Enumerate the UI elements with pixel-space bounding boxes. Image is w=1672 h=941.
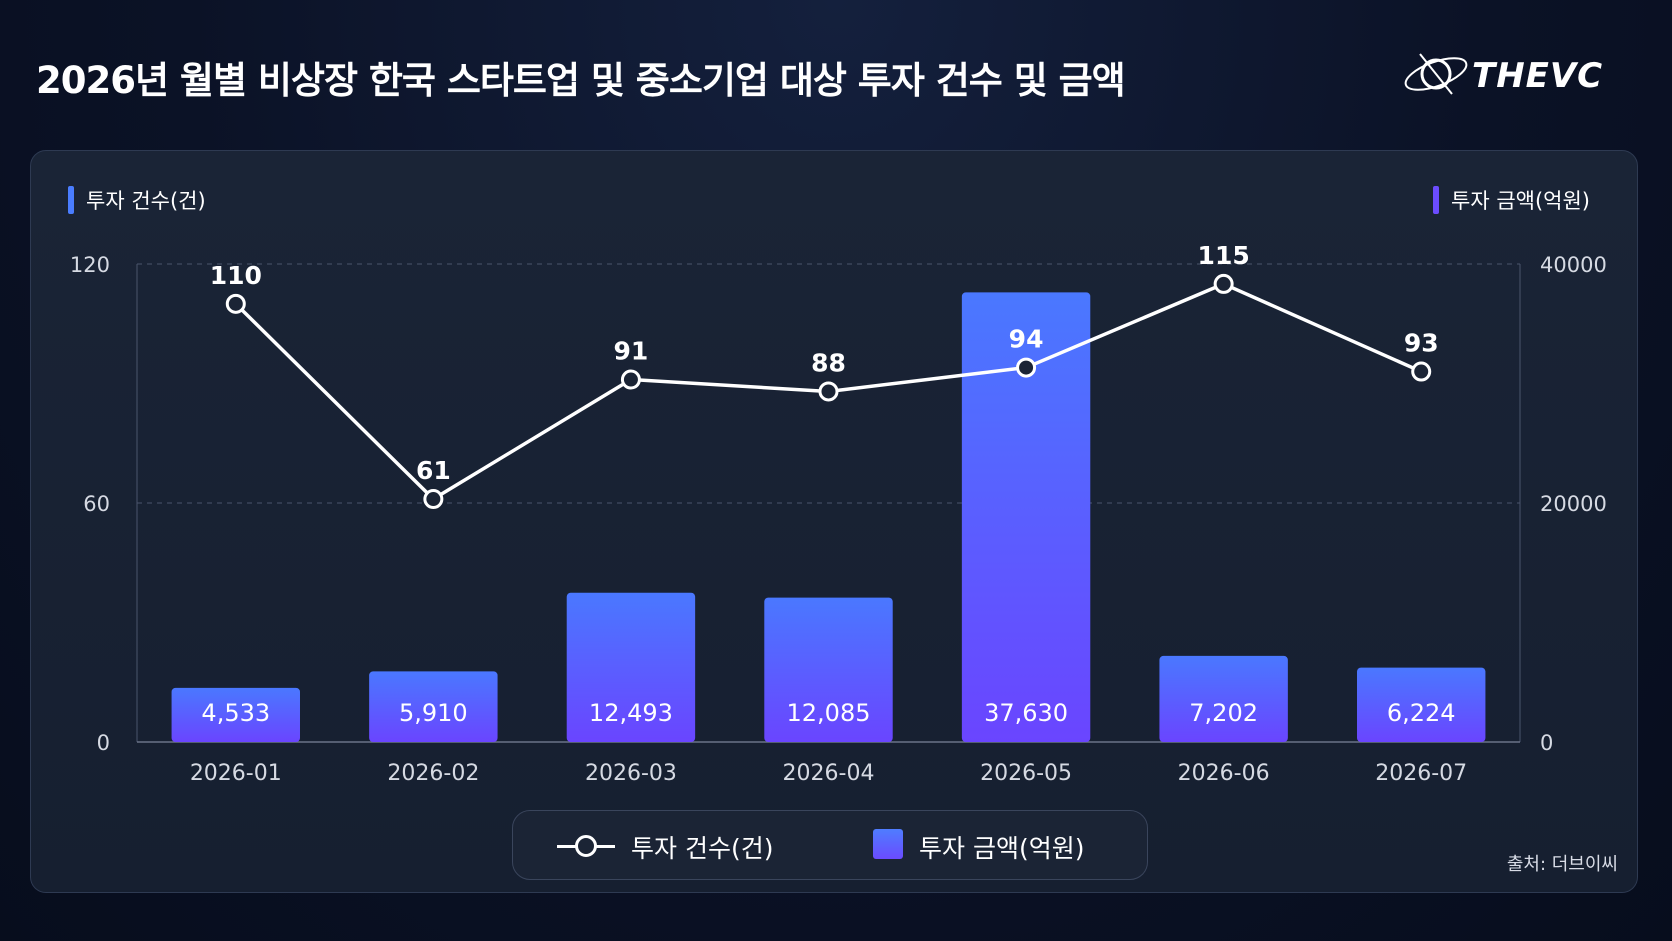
bar-value-label: 7,202 [1189,699,1258,727]
line-point-2026-01 [225,293,246,314]
chart-legend: 투자 건수(건) 투자 금액(억원) [512,810,1148,880]
line-value-label: 94 [1009,325,1044,354]
bar-2026-06 [1159,655,1288,742]
line-point-2026-02 [423,489,444,510]
y-left-tick-label: 60 [83,492,110,516]
bar-value-label: 12,493 [589,699,673,727]
line-point-2026-05 [1016,357,1037,378]
bar-value-label: 6,224 [1387,699,1456,727]
line-point-2026-07 [1411,361,1432,382]
y-right-tick-label: 20000 [1540,492,1607,516]
line-value-label: 61 [416,456,451,485]
line-value-label: 91 [614,337,649,366]
right-axis-label: 투자 금액(억원) [1451,189,1590,213]
x-tick-label: 2026-04 [783,761,875,786]
x-tick-label: 2026-03 [585,761,677,786]
legend-bar-swatch [873,829,903,859]
line-value-label: 88 [811,348,846,377]
y-right-tick-label: 0 [1540,731,1553,755]
line-value-label: 110 [210,261,262,290]
bar-value-label: 5,910 [399,699,468,727]
chart-panel [30,150,1638,893]
y-left-tick-label: 120 [70,253,110,277]
line-point-2026-06 [1213,273,1234,294]
left-axis-label: 투자 건수(건) [86,189,206,213]
right-axis-tag: 투자 금액(억원) [1433,185,1590,215]
x-tick-label: 2026-06 [1178,761,1270,786]
legend-item-count: 투자 건수(건) [631,834,774,863]
y-right-tick-label: 40000 [1540,253,1607,277]
bar-value-label: 4,533 [201,699,270,727]
bar-2026-02 [369,671,498,742]
bar-value-label: 37,630 [984,699,1068,727]
left-axis-tag: 투자 건수(건) [68,185,206,215]
legend-dot-marker [575,835,597,857]
bar-2026-03 [566,592,696,742]
bar-value-label: 12,085 [787,699,871,727]
x-tick-label: 2026-01 [190,761,282,786]
chart-title: 2026년 월별 비상장 한국 스타트업 및 중소기업 대상 투자 건수 및 금… [36,59,1126,102]
legend-item-amount: 투자 금액(억원) [919,834,1085,863]
line-value-label: 115 [1198,241,1250,270]
bar-2026-05 [961,292,1091,742]
source-note: 출처: 더브이씨 [1506,854,1618,875]
right-axis-tag-marker [1433,186,1440,214]
bar-2026-04 [764,597,893,742]
bar-2026-07 [1357,667,1486,742]
left-axis-tag-marker [68,186,74,214]
x-tick-label: 2026-05 [980,761,1072,786]
x-tick-label: 2026-02 [387,761,479,786]
thevc-logo-icon [1404,53,1468,95]
logo-text: THEVC [1472,56,1604,96]
line-point-2026-04 [818,381,839,402]
line-point-2026-03 [620,369,641,390]
line-value-label: 93 [1404,329,1439,358]
x-tick-label: 2026-07 [1375,761,1467,786]
bar-2026-01 [171,687,300,742]
thevc-logo: THEVC [1392,44,1622,114]
y-left-tick-label: 0 [97,731,110,755]
